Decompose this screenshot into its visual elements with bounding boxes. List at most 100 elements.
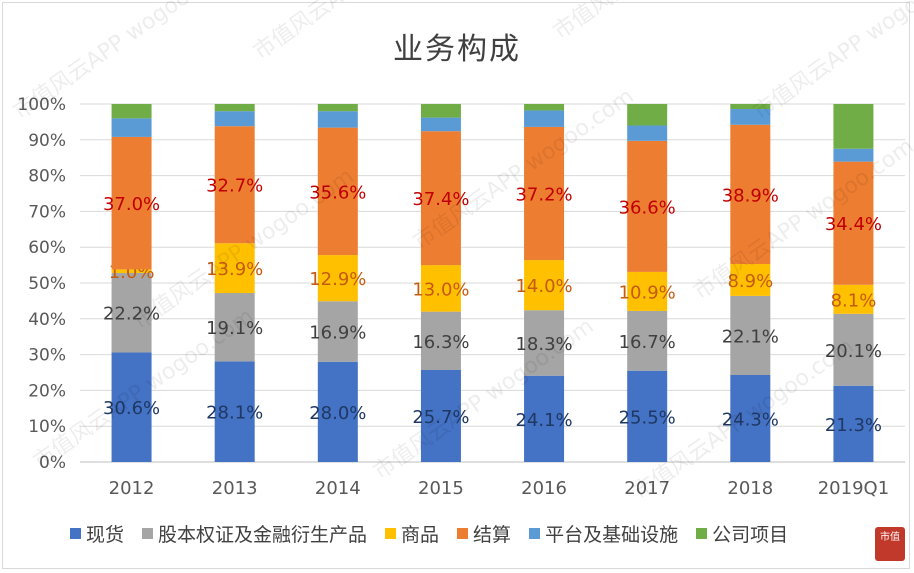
bar-segment <box>111 269 152 273</box>
data-label: 14.0% <box>515 276 572 297</box>
bar-segment <box>111 352 152 462</box>
y-tick-label: 60% <box>28 238 66 258</box>
data-label: 22.1% <box>722 326 779 347</box>
data-label: 13.9% <box>206 259 263 280</box>
data-label: 16.3% <box>412 332 469 353</box>
bar-segment <box>214 243 255 294</box>
brand-stamp: 市值 <box>875 527 905 561</box>
bar-segment <box>730 104 771 110</box>
data-label: 16.9% <box>309 323 366 344</box>
bar-segment <box>524 126 565 261</box>
data-label: 13.0% <box>412 279 469 300</box>
data-label: 37.4% <box>412 189 469 210</box>
bar-segment <box>833 313 874 386</box>
y-tick-label: 20% <box>28 381 66 401</box>
bar-segment <box>214 104 255 112</box>
bar-segment <box>317 111 358 128</box>
bar-segment <box>214 111 255 127</box>
bar-segment <box>833 385 874 462</box>
x-tick-label: 2019Q1 <box>818 478 889 499</box>
legend-label: 股本权证及金融衍生产品 <box>158 524 368 546</box>
bar-segment <box>420 131 461 266</box>
legend-swatch <box>457 528 469 539</box>
bar-segment <box>833 104 874 149</box>
bar-segment <box>833 161 874 285</box>
data-label: 18.3% <box>515 334 572 355</box>
legend-item: 现货 <box>70 520 124 547</box>
bar-segment <box>214 361 255 462</box>
legend-item: 结算 <box>457 520 511 547</box>
y-tick-label: 70% <box>28 202 66 222</box>
bar-segment <box>730 109 771 125</box>
data-label: 34.4% <box>825 214 882 235</box>
legend-swatch <box>70 528 81 539</box>
legend-swatch <box>142 528 154 539</box>
bar-segment <box>524 375 565 462</box>
data-label: 10.9% <box>619 282 676 303</box>
x-tick-label: 2012 <box>109 478 155 499</box>
legend-swatch <box>385 528 397 539</box>
bar-segment <box>214 126 255 244</box>
legend-swatch <box>696 528 708 539</box>
data-label: 35.6% <box>309 182 366 203</box>
x-tick-label: 2018 <box>727 478 773 499</box>
y-tick-label: 0% <box>39 453 66 473</box>
y-tick-label: 10% <box>28 417 66 437</box>
data-label: 37.2% <box>515 185 572 206</box>
watermark-text: 市值风云APP wogoo.com <box>369 314 598 485</box>
data-label: 21.3% <box>825 415 882 436</box>
legend-item: 商品 <box>385 520 439 547</box>
x-tick-label: 2017 <box>624 478 670 499</box>
bar-segment <box>420 369 461 462</box>
bar-segment <box>524 104 565 111</box>
bar-segment <box>111 272 152 353</box>
watermark-text: 市值风云APP wogoo.com <box>249 0 478 65</box>
x-tick-label: 2015 <box>418 478 464 499</box>
data-label: 22.2% <box>103 304 160 325</box>
bar-segment <box>317 301 358 362</box>
bar-segment <box>627 104 668 126</box>
bar-segment <box>524 310 565 376</box>
data-label: 8.1% <box>831 290 877 311</box>
bar-segment <box>730 375 771 462</box>
bar-segment <box>524 260 565 311</box>
x-tick-label: 2013 <box>212 478 258 499</box>
legend-label: 结算 <box>473 524 512 546</box>
data-label: 24.3% <box>722 410 779 431</box>
data-label: 32.7% <box>206 176 263 197</box>
legend-label: 商品 <box>401 524 440 546</box>
legend-item: 公司项目 <box>696 520 788 547</box>
legend-label: 平台及基础设施 <box>545 524 679 546</box>
legend-swatch <box>529 528 541 539</box>
data-label: 36.6% <box>619 197 676 218</box>
legend-item: 平台及基础设施 <box>529 520 678 547</box>
chart-legend: 现货 股本权证及金融衍生产品 商品 结算 平台及基础设施 公司项目 <box>70 520 890 547</box>
bar-segment <box>627 125 668 141</box>
y-tick-label: 90% <box>28 131 66 151</box>
bar-segment <box>317 361 358 462</box>
bar-segment <box>627 370 668 462</box>
bar-segment <box>524 110 565 127</box>
data-label: 37.0% <box>103 194 160 215</box>
data-label: 24.1% <box>515 410 572 431</box>
y-tick-label: 50% <box>28 274 66 294</box>
data-label: 8.9% <box>727 271 773 292</box>
data-label: 38.9% <box>722 185 779 206</box>
bar-segment <box>420 117 461 132</box>
bar-segment <box>730 124 771 265</box>
legend-item: 股本权证及金融衍生产品 <box>142 520 367 547</box>
watermark-text: 市值风云APP wogoo.com <box>749 0 914 125</box>
watermark-text: 市值风云APP wogoo.com <box>549 0 778 45</box>
data-label: 19.1% <box>206 318 263 339</box>
chart-title: 业务构成 <box>393 32 521 67</box>
legend-label: 现货 <box>86 524 125 546</box>
bar-segment <box>111 118 152 137</box>
bar-segment <box>111 136 152 270</box>
bar-segment <box>627 271 668 311</box>
bar-segment <box>420 311 461 370</box>
data-label: 12.9% <box>309 269 366 290</box>
data-label: 20.1% <box>825 341 882 362</box>
y-tick-label: 40% <box>28 310 66 330</box>
